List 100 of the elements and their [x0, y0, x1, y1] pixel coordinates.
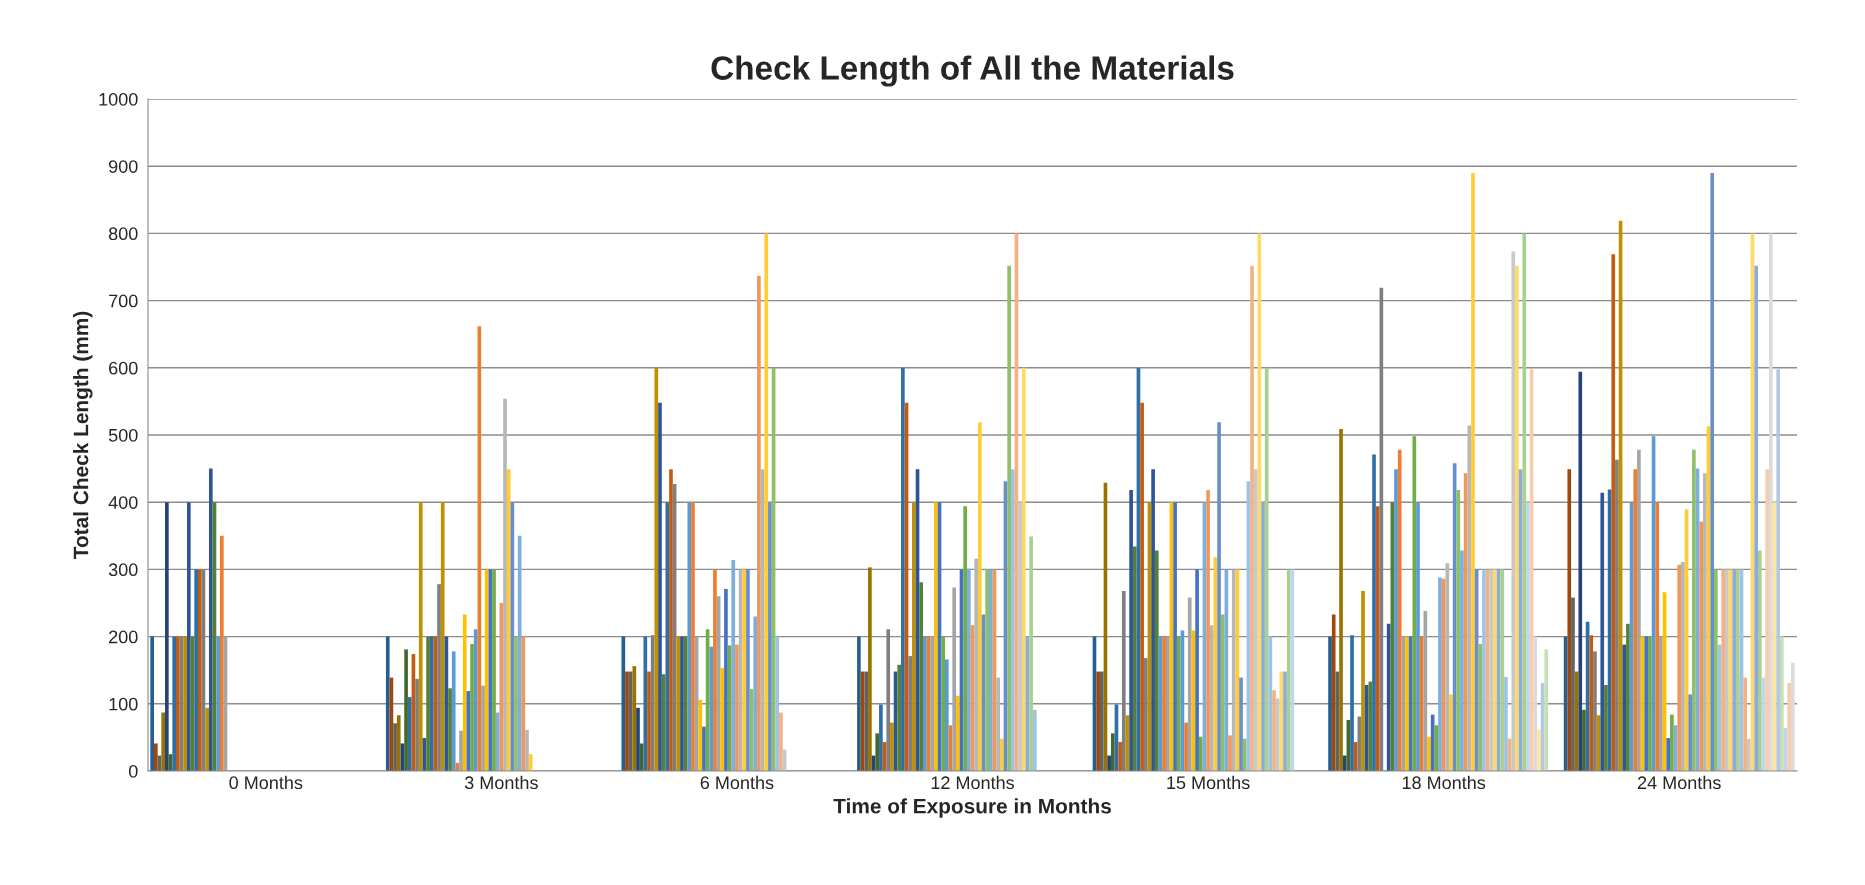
bar: [941, 636, 946, 771]
bar: [1007, 265, 1011, 771]
bar: [963, 506, 967, 771]
bar: [440, 502, 445, 771]
bar: [1394, 469, 1398, 771]
bar: [1533, 636, 1538, 771]
y-tick-label: 400: [108, 496, 138, 509]
bar: [525, 730, 529, 771]
bar: [1231, 569, 1236, 771]
chart-title: Check Length of All the Materials: [711, 55, 1234, 87]
bar: [451, 651, 456, 771]
bar: [713, 569, 717, 771]
bar: [879, 704, 883, 771]
bar: [1121, 590, 1126, 771]
y-tick-label: 1000: [99, 92, 138, 106]
bar: [1703, 473, 1707, 771]
y-tick-label: 0: [128, 764, 138, 778]
bar: [1328, 636, 1332, 771]
bar: [974, 558, 978, 771]
bar: [1423, 611, 1428, 771]
bar: [415, 678, 419, 771]
bar: [1427, 736, 1431, 771]
bar: [470, 643, 474, 771]
bar: [1732, 569, 1737, 771]
bar: [691, 502, 695, 771]
bar: [1758, 550, 1762, 771]
bar: [404, 649, 408, 771]
bar: [448, 688, 452, 771]
bar: [1721, 569, 1726, 771]
bar: [1626, 623, 1630, 771]
bar: [731, 559, 736, 771]
bar: [1253, 469, 1258, 771]
bar: [621, 636, 626, 771]
bar: [473, 629, 478, 771]
bar: [1471, 172, 1475, 771]
bar: [1644, 636, 1649, 771]
bar: [1445, 563, 1450, 771]
bar: [1725, 569, 1729, 771]
bar: [1143, 658, 1148, 771]
bar: [1173, 502, 1177, 771]
bar: [1478, 643, 1483, 771]
bar: [1604, 684, 1608, 771]
bar: [1353, 742, 1358, 771]
bar: [1096, 671, 1100, 771]
bar: [1099, 671, 1104, 771]
bar: [930, 636, 935, 771]
bar: [709, 646, 714, 771]
bar: [481, 685, 485, 771]
bar: [528, 754, 533, 771]
bar: [724, 588, 728, 771]
bar: [154, 743, 158, 771]
bar: [1666, 738, 1671, 771]
bar: [503, 398, 507, 771]
bar: [746, 569, 750, 771]
bar: [1489, 569, 1494, 771]
bar: [183, 636, 187, 771]
bar: [1129, 490, 1133, 771]
bar: [1493, 569, 1497, 771]
bar: [735, 644, 739, 771]
bar: [698, 699, 703, 771]
x-tick-label: 3 Months: [464, 775, 538, 790]
bar: [393, 723, 397, 771]
bar: [1272, 690, 1276, 771]
bar: [1578, 371, 1583, 771]
bar: [1736, 569, 1740, 771]
y-tick-label: 300: [108, 563, 138, 577]
bar: [1361, 590, 1365, 771]
bar: [1438, 577, 1442, 771]
bar: [1010, 469, 1015, 771]
bar: [952, 587, 957, 771]
bar: [1670, 714, 1674, 771]
x-tick-label: 12 Months: [931, 775, 1015, 790]
bar: [1198, 736, 1203, 771]
bar: [1743, 677, 1748, 771]
bar: [1681, 562, 1685, 771]
bar: [1714, 569, 1718, 771]
bar: [1217, 422, 1221, 771]
bar: [385, 636, 390, 771]
bar: [1482, 569, 1486, 771]
bar: [1460, 550, 1464, 771]
x-tick-label: 6 Months: [700, 775, 774, 790]
bar: [687, 502, 692, 771]
bar: [1522, 233, 1527, 771]
bar: [945, 659, 949, 771]
bar: [1456, 490, 1461, 771]
bar: [1416, 502, 1420, 771]
bar: [1209, 625, 1214, 771]
bar: [775, 636, 780, 771]
bar: [1677, 564, 1682, 771]
bar: [172, 636, 177, 771]
bar: [1611, 254, 1616, 771]
bar: [757, 275, 761, 771]
bar: [1331, 614, 1336, 771]
bar: [176, 636, 180, 771]
bar: [1754, 265, 1758, 771]
bar: [1500, 569, 1505, 771]
bar: [495, 712, 500, 771]
bar: [999, 738, 1004, 771]
bar: [517, 535, 522, 771]
bar: [1747, 738, 1751, 771]
